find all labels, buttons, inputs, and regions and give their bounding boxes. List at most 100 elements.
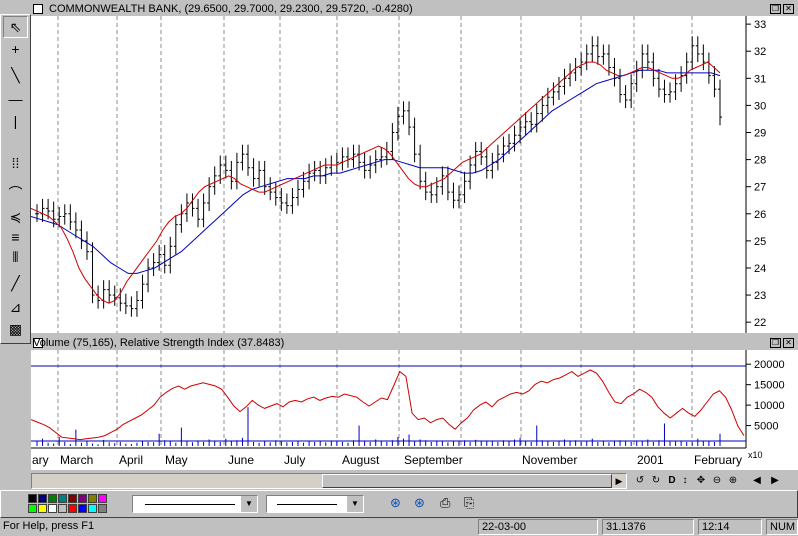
price-bar (601, 44, 606, 65)
chevron-down-icon[interactable]: ▼ (241, 496, 257, 512)
price-bar (512, 125, 517, 152)
palette-swatch[interactable] (58, 494, 67, 503)
month-label: June (228, 453, 254, 467)
price-axis-label: 30 (754, 100, 766, 112)
trendline-tool[interactable]: ╲ (11, 66, 20, 83)
price-axis-label: 22 (754, 317, 766, 329)
close-button[interactable]: ✕ (783, 4, 794, 14)
palette-swatch[interactable] (88, 504, 97, 513)
grid-tool[interactable]: ▩ (8, 320, 23, 337)
price-bar (623, 85, 628, 109)
month-label: November (522, 453, 577, 467)
scroll-right-end-icon[interactable]: ↻ (651, 475, 661, 486)
palette-swatch[interactable] (68, 504, 77, 513)
price-bar (229, 160, 234, 190)
price-bar (679, 66, 684, 92)
price-bar (84, 231, 89, 260)
restore-button[interactable]: ❐ (770, 4, 781, 14)
price-bar (207, 177, 212, 212)
pointer-tool[interactable]: ⇖ (3, 16, 28, 38)
rsi-line (31, 369, 745, 441)
long-moving-average-line (31, 69, 721, 274)
pan-icon[interactable]: ✥ (696, 475, 706, 486)
fan-tool[interactable]: ≼ (9, 208, 22, 225)
arc-tool[interactable]: ⌒ (8, 185, 23, 201)
price-plot-background (31, 16, 798, 333)
color-palette[interactable] (28, 494, 112, 514)
price-bar (584, 44, 589, 71)
price-axis-label: 25 (754, 236, 766, 248)
price-bar (412, 117, 417, 163)
restore-button[interactable]: ❐ (770, 338, 781, 348)
line-style-select[interactable]: ▼ (132, 495, 258, 513)
scroll-right-arrow-icon[interactable]: ▶ (615, 476, 623, 486)
palette-swatch[interactable] (88, 494, 97, 503)
price-bar (684, 52, 689, 84)
palette-swatch[interactable] (98, 504, 107, 513)
month-axis-background (31, 448, 798, 470)
palette-swatch[interactable] (38, 494, 47, 503)
price-bar (395, 106, 400, 141)
scroll-left-end-icon[interactable]: ↺ (635, 475, 645, 486)
globe-icon[interactable]: ⊛ (390, 495, 401, 510)
price-bar (712, 66, 717, 98)
scroll-thumb[interactable] (322, 474, 612, 488)
speed-lines-tool[interactable]: ⊿ (9, 298, 22, 315)
price-chart[interactable]: 33 32 31 30 29 28 27 26 25 24 23 22 (31, 16, 798, 333)
crosshair-tool[interactable]: + (11, 41, 20, 57)
price-bar (312, 160, 317, 182)
nav-right-icon[interactable]: ▶ (771, 475, 779, 486)
palette-swatch[interactable] (78, 504, 87, 513)
month-label: April (119, 453, 143, 467)
price-bar (423, 171, 428, 201)
status-time: 12:14 (698, 519, 762, 535)
price-bar (357, 144, 362, 171)
close-button[interactable]: ✕ (783, 338, 794, 348)
price-axis-label: 32 (754, 46, 766, 58)
price-bar (246, 144, 251, 176)
palette-swatch[interactable] (28, 504, 37, 513)
palette-swatch[interactable] (58, 504, 67, 513)
horizontal-scrollbar[interactable]: ▶ (31, 473, 627, 489)
line-weight-select[interactable]: ▼ (266, 495, 364, 513)
palette-swatch[interactable] (28, 494, 37, 503)
month-label: July (284, 453, 305, 467)
cycle-tool[interactable]: ⁞⁞ (11, 155, 20, 171)
price-bar (168, 236, 173, 274)
price-bar (157, 244, 162, 271)
palette-swatch[interactable] (48, 504, 57, 513)
nav-left-icon[interactable]: ◀ (753, 475, 761, 486)
palette-swatch[interactable] (78, 494, 87, 503)
palette-swatch[interactable] (98, 494, 107, 503)
chevron-down-icon[interactable]: ▼ (347, 496, 363, 512)
print-preview-icon[interactable]: ⎘ (464, 495, 475, 510)
time-zones-tool[interactable]: ⦀ (12, 248, 19, 265)
price-bar (123, 293, 128, 315)
horizontal-line-tool[interactable]: — (8, 91, 23, 107)
print-icon[interactable]: ⎙ (440, 495, 451, 510)
zoom-in-icon[interactable]: ⊕ (728, 475, 738, 486)
palette-swatch[interactable] (48, 494, 57, 503)
system-menu-icon[interactable] (33, 338, 43, 348)
price-bar (35, 204, 39, 222)
line-tool[interactable]: ╱ (11, 274, 20, 291)
price-bar (495, 144, 500, 171)
volume-axis-label: 15000 (754, 380, 785, 392)
daily-period-icon[interactable]: D (668, 475, 676, 486)
vertical-pan-icon[interactable]: ↕ (682, 475, 688, 486)
volume-axis-label: 10000 (754, 400, 785, 412)
system-menu-icon[interactable] (33, 4, 43, 14)
price-bar (534, 104, 539, 133)
price-bar (146, 258, 151, 293)
palette-swatch[interactable] (38, 504, 47, 513)
price-axis-label: 31 (754, 73, 766, 85)
price-axis-label: 24 (754, 263, 766, 275)
vertical-line-tool[interactable]: | (13, 113, 18, 129)
retracement-tool[interactable]: ≡ (11, 229, 20, 245)
price-axis-label: 29 (754, 128, 766, 140)
indicator-chart[interactable]: 20000 15000 10000 5000 x10 ary March April May Ju… (31, 350, 798, 470)
palette-swatch[interactable] (68, 494, 77, 503)
volume-axis-label: 5000 (754, 421, 778, 433)
globe-alt-icon[interactable]: ⊛ (414, 495, 425, 510)
zoom-out-icon[interactable]: ⊖ (712, 475, 722, 486)
